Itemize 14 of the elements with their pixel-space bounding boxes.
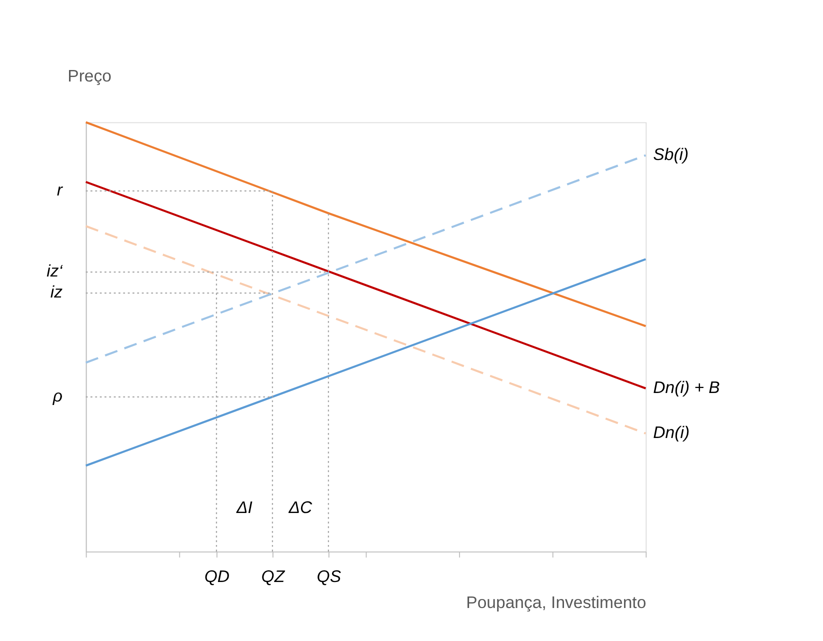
x-tick-label: QD bbox=[204, 566, 230, 586]
y-axis-title: Preço bbox=[68, 66, 112, 86]
annotation: ΔI bbox=[236, 498, 253, 518]
series-label: r bbox=[56, 180, 64, 200]
series-label: Dn(i) bbox=[653, 423, 690, 442]
x-axis-title: Poupança, Investimento bbox=[466, 592, 646, 612]
series-label: Sb(i) bbox=[653, 144, 689, 164]
annotation: ΔC bbox=[288, 498, 314, 518]
x-tick-label: QZ bbox=[261, 566, 286, 586]
series-label: Dn(i) + B bbox=[653, 378, 720, 398]
series-label: iz bbox=[50, 282, 64, 302]
series-label: ρ bbox=[52, 386, 63, 406]
series-label: iz‘ bbox=[46, 262, 63, 281]
x-tick-label: QS bbox=[316, 566, 342, 586]
